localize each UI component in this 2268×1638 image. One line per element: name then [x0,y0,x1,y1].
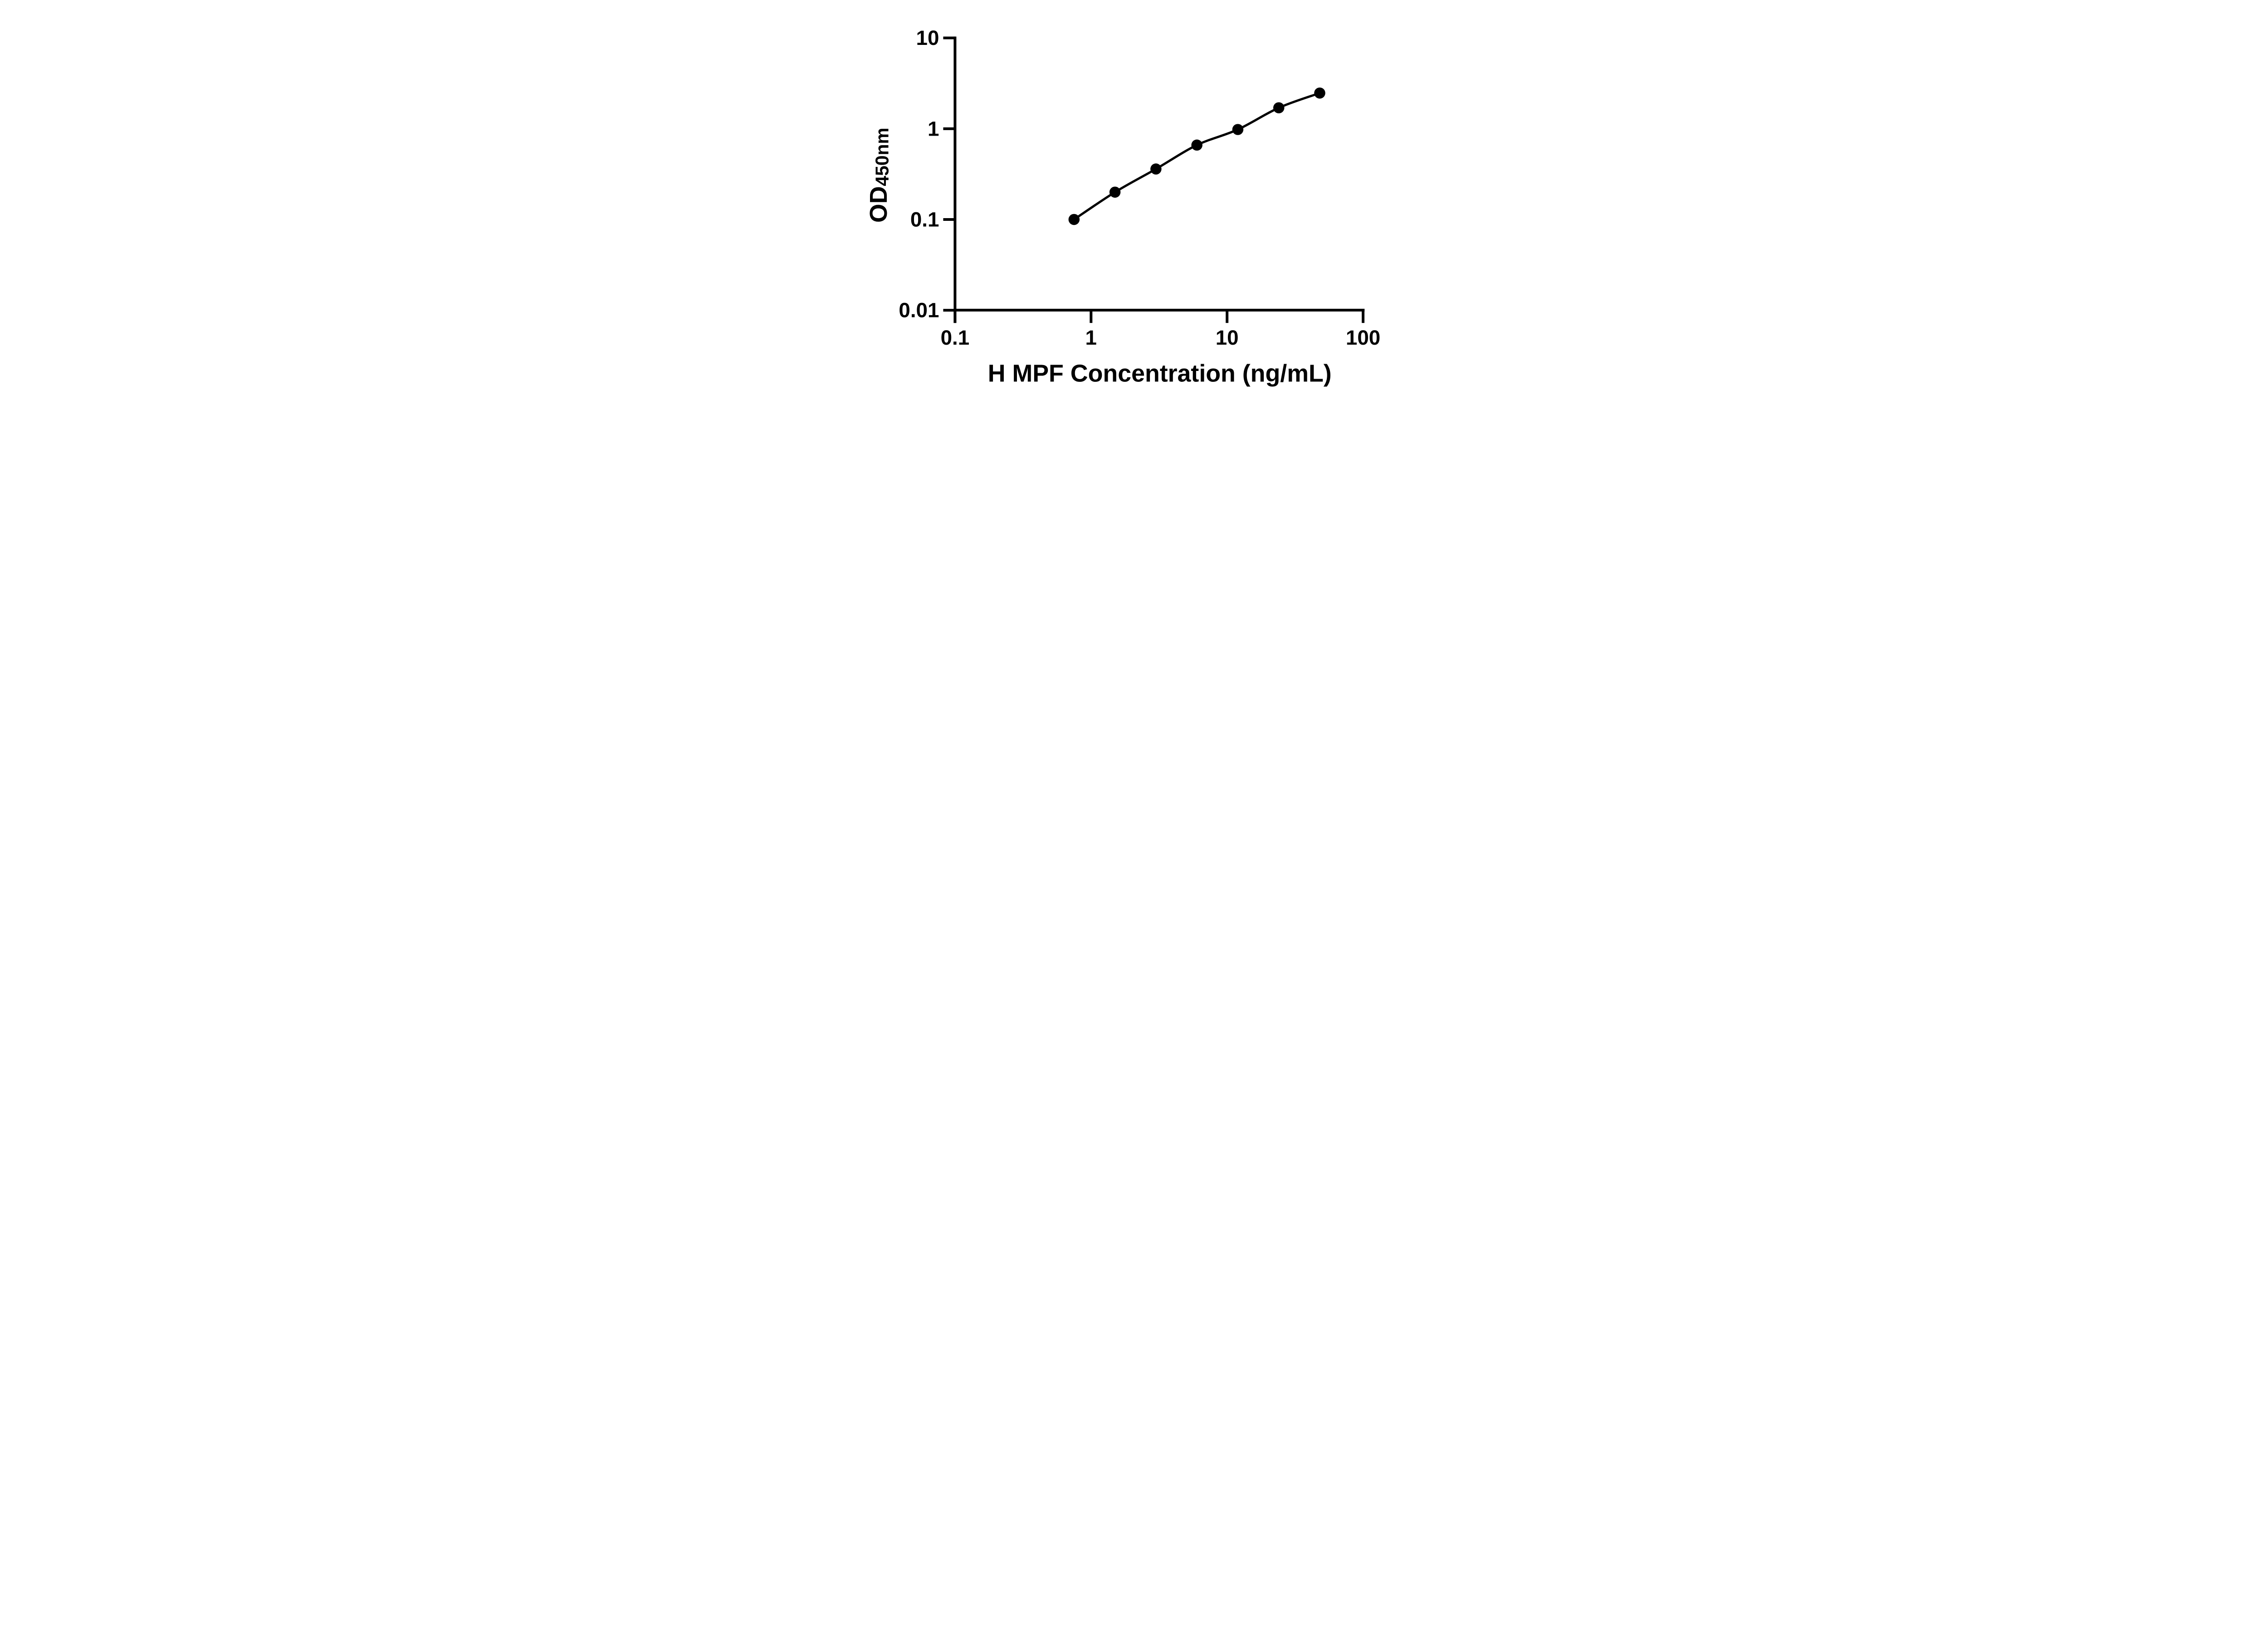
y-tick-label-10: 10 [916,26,939,49]
x-tick-label-1: 1 [1085,326,1096,349]
series [1068,87,1325,225]
data-point-0 [1068,214,1080,225]
x-tick-label-10: 10 [1215,326,1238,349]
y-axis-title: OD450nm [865,127,892,223]
y-tick-label-1: 1 [927,117,938,140]
x-axis-title: H MPF Concentration (ng/mL) [987,360,1331,387]
x-tick-label-0.1: 0.1 [940,326,969,349]
series-0-curve [1073,92,1320,221]
y-axis-title-main: OD [865,186,892,223]
data-point-6 [1314,87,1325,99]
x-tick-label-100: 100 [1345,326,1380,349]
elisa-standard-curve-figure: 10 1 0.1 0.01 0.1 1 10 100 H MPF Concentration … [842,0,1426,410]
axes [953,36,1364,323]
data-point-5 [1273,102,1284,113]
y-tick-label-0.01: 0.01 [899,299,939,322]
data-point-1 [1109,186,1120,198]
y-axis-title-sub: 450nm [871,127,892,186]
y-tick-label-0.1: 0.1 [910,208,939,231]
data-point-4 [1232,124,1243,135]
ticks [943,36,1364,323]
data-point-2 [1150,163,1162,175]
data-point-3 [1191,139,1202,151]
